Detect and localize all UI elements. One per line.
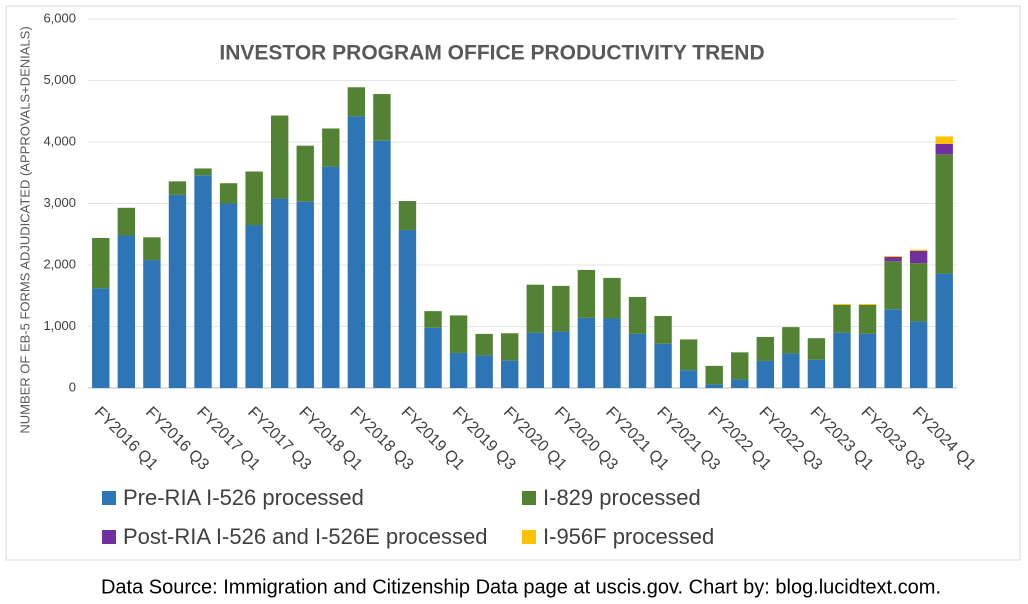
bar-segment [271,198,289,388]
bar-segment [603,318,621,388]
y-axis-label: NUMBER OF EB-5 FORMS ADJUDICATED (APPROV… [17,26,32,433]
bar-segment [731,379,749,388]
bar-segment [424,327,442,388]
bar-segment [117,235,136,388]
bar-segment [628,296,647,334]
bar-segment [884,257,902,262]
bar-segment [909,263,928,322]
bar-segment [117,207,136,236]
bar-segment [373,140,391,388]
bar-segment [577,317,596,388]
bar-segment [245,171,263,226]
bar-segment [475,333,493,356]
bar-segment [807,359,826,388]
bar-segment [526,332,544,388]
bar-segment [194,168,212,176]
y-tick-label: 4,000 [43,133,76,148]
bar-segment [858,333,877,388]
bar-segment [935,143,953,155]
bar-segment [271,115,289,199]
y-tick-label: 1,000 [43,318,76,333]
bar-segment [654,343,672,388]
bar-segment [935,136,953,144]
bar-segment [501,360,519,388]
bar-segment [168,194,187,388]
legend-label: I-829 processed [543,485,701,510]
y-tick-label: 2,000 [43,256,76,271]
y-tick-label: 0 [69,379,76,394]
bar-segment [935,273,953,388]
bar-segment [679,339,698,371]
bar-segment [577,269,596,318]
bar-segment [347,87,366,117]
bar-segment [909,250,928,264]
bar-segment [398,201,417,230]
legend-label: Pre-RIA I-526 processed [123,485,364,510]
bar-segment [782,353,800,388]
legend-swatch [522,491,536,505]
bar-segment [92,288,110,388]
legend-swatch [102,491,116,505]
bar-segment [552,331,570,388]
bar-segment [347,116,366,389]
bar-segment [731,352,749,380]
bar-segment [398,229,417,388]
chart-title: INVESTOR PROGRAM OFFICE PRODUCTIVITY TRE… [219,42,764,65]
bar-segment [424,311,442,328]
bar-segment [219,203,238,388]
legend-label: I-956F processed [543,524,714,549]
y-tick-label: 5,000 [43,72,76,87]
bar-segment [449,352,468,388]
bar-segment [756,360,774,388]
bar-segment [322,128,340,167]
bar-segment [219,183,238,204]
bar-segment [143,260,161,388]
bar-segment [884,256,902,258]
bar-segment [552,285,570,332]
bar-segment [858,304,877,305]
bar-segment [935,154,953,274]
bar-segment [194,175,212,388]
bar-segment [705,384,723,388]
bar-segment [245,225,263,388]
bar-segment [296,201,314,388]
bar-segment [756,336,774,361]
bar-segment [884,261,902,310]
bar-segment [501,333,519,361]
source-note: Data Source: Immigration and Citizenship… [101,576,941,598]
bar-segment [373,94,391,141]
bar-segment [909,249,928,251]
bar-segment [654,316,672,344]
bar-segment [526,284,544,333]
legend-swatch [102,530,116,544]
bar-segment [449,315,468,353]
bar-segment [909,321,928,388]
bar-segment [782,327,800,354]
bar-segment [884,309,902,388]
legend-swatch [522,530,536,544]
bar-segment [168,181,187,195]
bar-segment [322,166,340,388]
bar-segment [833,332,851,388]
bar-segment [143,237,161,261]
y-tick-label: 6,000 [43,10,76,25]
legend-label: Post-RIA I-526 and I-526E processed [123,524,487,549]
bar-segment [92,237,110,289]
bar-segment [679,370,698,388]
bar-segment [705,365,723,385]
bar-segment [603,277,621,319]
bar-segment [628,333,647,388]
y-tick-label: 3,000 [43,195,76,210]
bar-segment [833,304,851,333]
bar-segment [833,304,851,305]
bar-segment [475,355,493,388]
bar-segment [858,304,877,334]
bar-segment [807,338,826,360]
bar-segment [296,145,314,202]
